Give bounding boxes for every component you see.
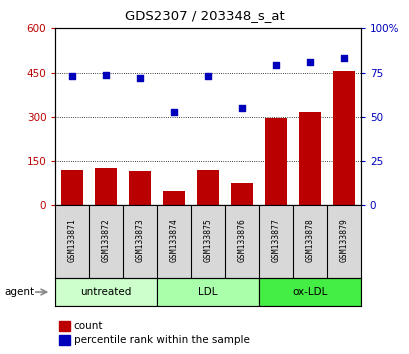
- Point: [306, 59, 312, 65]
- Bar: [258, 278, 360, 306]
- Bar: [129, 171, 151, 205]
- Text: GSM133878: GSM133878: [305, 218, 314, 262]
- Point: [340, 56, 346, 61]
- Text: GSM133875: GSM133875: [203, 218, 212, 262]
- Bar: [298, 113, 320, 205]
- Bar: [59, 335, 70, 345]
- Bar: [59, 321, 70, 331]
- Text: GSM133876: GSM133876: [237, 218, 246, 262]
- Bar: [95, 169, 117, 205]
- Point: [137, 75, 143, 81]
- Text: agent: agent: [4, 287, 34, 297]
- Text: GSM133872: GSM133872: [101, 218, 110, 262]
- Bar: [55, 278, 157, 306]
- Text: LDL: LDL: [198, 287, 217, 297]
- Bar: [332, 71, 354, 205]
- Text: GDS2307 / 203348_s_at: GDS2307 / 203348_s_at: [125, 9, 284, 22]
- Bar: [230, 183, 252, 205]
- Text: GSM133879: GSM133879: [339, 218, 348, 262]
- Text: GSM133873: GSM133873: [135, 218, 144, 262]
- Text: GSM133874: GSM133874: [169, 218, 178, 262]
- Point: [171, 109, 177, 114]
- Text: GSM133871: GSM133871: [67, 218, 76, 262]
- Bar: [157, 278, 258, 306]
- Point: [238, 105, 245, 111]
- Point: [69, 73, 75, 79]
- Text: untreated: untreated: [81, 287, 132, 297]
- Text: percentile rank within the sample: percentile rank within the sample: [74, 335, 249, 345]
- Bar: [61, 170, 83, 205]
- Point: [103, 73, 109, 78]
- Text: GSM133877: GSM133877: [271, 218, 280, 262]
- Bar: [197, 170, 218, 205]
- Text: ox-LDL: ox-LDL: [292, 287, 327, 297]
- Point: [204, 73, 211, 79]
- Text: count: count: [74, 321, 103, 331]
- Point: [272, 63, 279, 68]
- Bar: [264, 118, 286, 205]
- Bar: [163, 190, 185, 205]
